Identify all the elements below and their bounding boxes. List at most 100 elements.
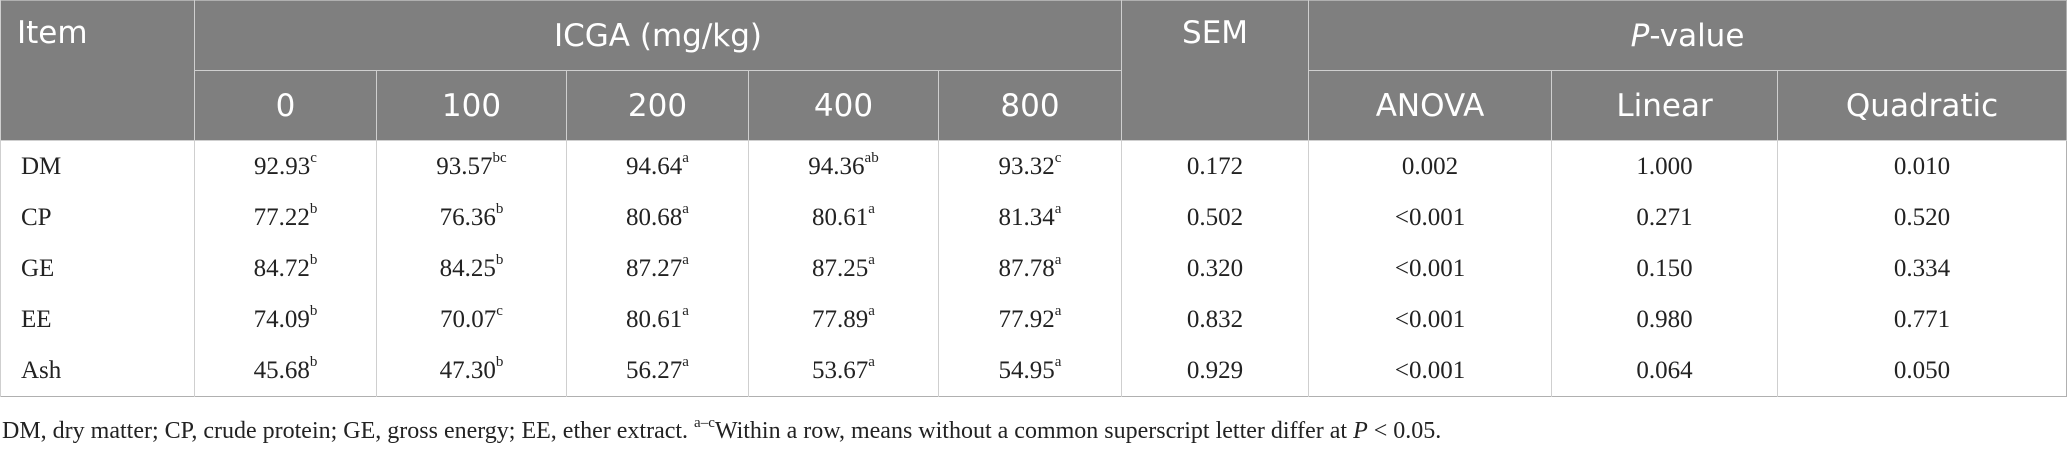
table-cell: 1.000 xyxy=(1551,140,1778,192)
table-row: CP 77.22b 76.36b 80.68a 80.61a 81.34a 0.502 <0.… xyxy=(0,192,2067,243)
footnote-text: Within a row, means without a common sup… xyxy=(714,418,1354,444)
superscript: bc xyxy=(492,149,507,166)
table-cell: 77.92a xyxy=(937,294,1122,345)
table-cell: 45.68b xyxy=(194,345,377,397)
table-cell: <0.001 xyxy=(1308,192,1552,243)
table-cell: 94.64a xyxy=(566,140,749,192)
table-cell: Ash xyxy=(0,345,195,397)
header-cell: 100 xyxy=(376,70,567,141)
table-cell: 0.002 xyxy=(1308,140,1552,192)
cell-value: 70.07 xyxy=(440,305,497,333)
table-cell: <0.001 xyxy=(1308,345,1552,397)
table-cell: 54.95a xyxy=(937,345,1122,397)
table-cell: DM xyxy=(0,140,195,192)
table-row: EE 74.09b 70.07c 80.61a 77.89a 77.92a 0.832 <0.… xyxy=(0,294,2067,345)
superscript: b xyxy=(309,200,318,217)
table-row: Ash 45.68b 47.30b 56.27a 53.67a 54.95a 0.929 <0… xyxy=(0,345,2067,397)
cell-value: 87.25 xyxy=(812,254,869,282)
table-cell: 53.67a xyxy=(748,345,939,397)
superscript: a xyxy=(1054,200,1062,217)
cell-value: 77.89 xyxy=(812,305,869,333)
table-cell: 0.771 xyxy=(1777,294,2067,345)
superscript: a–c xyxy=(694,415,715,431)
table-cell: 93.57bc xyxy=(376,140,567,192)
table-cell: 0.064 xyxy=(1551,345,1778,397)
header-cell: Item xyxy=(0,0,195,141)
cell-value: 74.09 xyxy=(253,305,310,333)
cell-value: 81.34 xyxy=(998,203,1055,231)
superscript: a xyxy=(868,200,875,217)
table-cell: 0.334 xyxy=(1777,243,2067,294)
table-cell: 77.89a xyxy=(748,294,939,345)
superscript: c xyxy=(496,302,503,319)
cell-value: 84.72 xyxy=(253,254,310,282)
table-cell: 87.27a xyxy=(566,243,749,294)
table-cell: 84.25b xyxy=(376,243,567,294)
table-cell: 0.980 xyxy=(1551,294,1778,345)
data-table: Item ICGA (mg/kg) SEM P-value 0 100 200 400… xyxy=(0,0,2068,397)
footnote-text: DM, dry matter; CP, crude protein; GE, g… xyxy=(2,418,695,444)
superscript: ab xyxy=(864,149,879,166)
header-cell: 0 xyxy=(194,70,377,141)
cell-value: 53.67 xyxy=(812,356,869,384)
table-cell: 0.050 xyxy=(1777,345,2067,397)
table-cell: 80.61a xyxy=(748,192,939,243)
superscript: a xyxy=(682,149,689,166)
table-cell: 56.27a xyxy=(566,345,749,397)
table-cell: 0.832 xyxy=(1121,294,1309,345)
superscript: a xyxy=(682,251,689,268)
superscript: c xyxy=(1054,149,1062,166)
header-cell: P-value xyxy=(1308,0,2067,71)
superscript: b xyxy=(495,200,504,217)
cell-value: 94.64 xyxy=(626,152,683,180)
header-cell: ANOVA xyxy=(1308,70,1552,141)
cell-value: 80.68 xyxy=(626,203,683,231)
cell-value: 87.27 xyxy=(626,254,683,282)
table-cell: 0.271 xyxy=(1551,192,1778,243)
table-cell: 0.502 xyxy=(1121,192,1309,243)
table-cell: 0.929 xyxy=(1121,345,1309,397)
cell-value: 45.68 xyxy=(253,356,310,384)
header-cell: 400 xyxy=(748,70,939,141)
cell-value: 84.25 xyxy=(439,254,496,282)
table-cell: 0.150 xyxy=(1551,243,1778,294)
superscript: b xyxy=(495,353,504,370)
superscript: a xyxy=(682,353,689,370)
cell-value: 77.22 xyxy=(253,203,310,231)
table-cell: 47.30b xyxy=(376,345,567,397)
superscript: b xyxy=(309,302,318,319)
table-cell: EE xyxy=(0,294,195,345)
italic-text: P xyxy=(1630,17,1650,54)
cell-value: 93.32 xyxy=(998,152,1055,180)
cell-value: 80.61 xyxy=(626,305,683,333)
superscript: a xyxy=(868,353,875,370)
superscript: a xyxy=(682,200,689,217)
table-row: GE 84.72b 84.25b 87.27a 87.25a 87.78a 0.320 <0.… xyxy=(0,243,2067,294)
cell-value: 93.57 xyxy=(436,152,493,180)
superscript: b xyxy=(309,251,318,268)
cell-value: 76.36 xyxy=(439,203,496,231)
cell-value: 87.78 xyxy=(998,254,1055,282)
superscript: a xyxy=(1054,302,1062,319)
table-row: DM 92.93c 93.57bc 94.64a 94.36ab 93.32c 0.172 0… xyxy=(0,140,2067,192)
table-cell: 0.520 xyxy=(1777,192,2067,243)
header-cell: ICGA (mg/kg) xyxy=(193,0,1122,71)
table-cell: 77.22b xyxy=(194,192,377,243)
table-cell: 93.32c xyxy=(937,140,1122,192)
table-cell: 92.93c xyxy=(194,140,377,192)
header-cell: 200 xyxy=(566,70,749,141)
table-cell: 81.34a xyxy=(937,192,1122,243)
table-cell: 0.010 xyxy=(1777,140,2067,192)
table-cell: 74.09b xyxy=(194,294,377,345)
footnote-text: < 0.05. xyxy=(1367,418,1442,444)
superscript: a xyxy=(1054,353,1062,370)
table-cell: GE xyxy=(0,243,195,294)
cell-value: 80.61 xyxy=(812,203,869,231)
cell-value: 54.95 xyxy=(998,356,1055,384)
table-cell: 94.36ab xyxy=(748,140,939,192)
table-cell: 80.68a xyxy=(566,192,749,243)
header-cell: Linear xyxy=(1551,70,1778,141)
table-cell: <0.001 xyxy=(1308,243,1552,294)
superscript: b xyxy=(309,353,318,370)
